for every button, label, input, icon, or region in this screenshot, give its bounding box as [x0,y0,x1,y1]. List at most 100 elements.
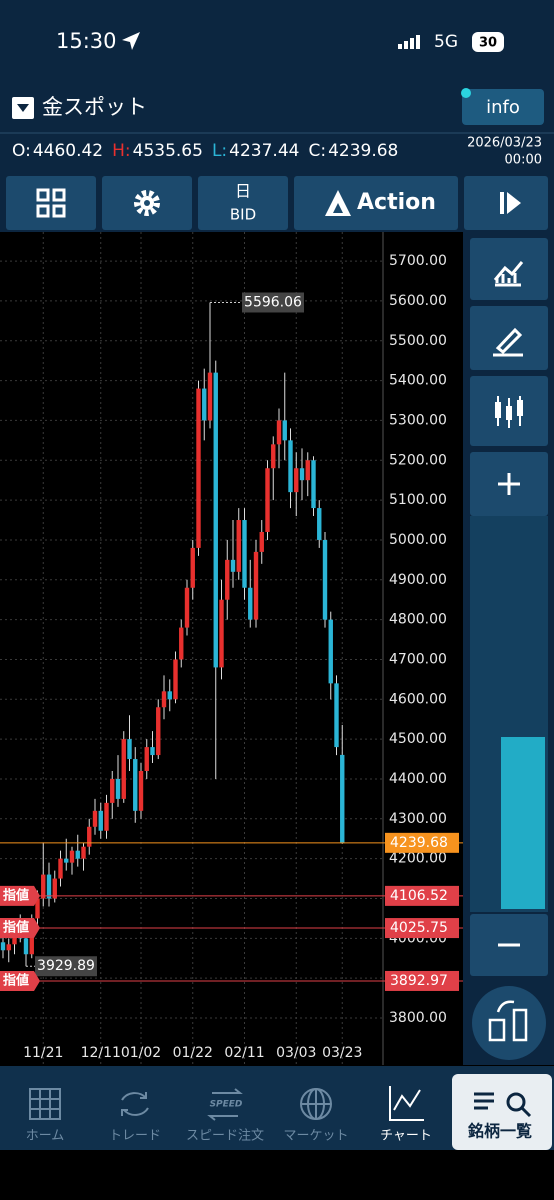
y-tick-label: 4500.00 [389,731,447,747]
candle-body [115,778,121,799]
annotation-box [242,292,304,313]
candle-body [253,551,259,620]
play-button[interactable] [464,176,548,230]
price-label-box [385,885,459,906]
x-tick-label: 01/22 [173,1045,213,1061]
candle-body [75,850,80,859]
annotation-box [35,956,97,977]
y-tick-label: 4300.00 [389,811,447,827]
location-icon [122,32,140,50]
ohlc-value: 4239.68 [328,141,398,161]
clock: 15:30 [56,29,117,53]
candle-body [282,420,287,441]
candle-body [196,388,201,548]
speed-icon [207,1088,243,1121]
search-handle [520,1106,532,1118]
y-tick-label: 5400.00 [389,373,447,389]
indicator-button[interactable] [470,238,548,300]
y-tick-label: 4800.00 [389,612,447,628]
chart: 3800.003900.004000.004100.004200.004300.… [0,232,463,1065]
candle-body [127,739,132,760]
candle-body [81,846,86,859]
search-icon [506,1092,526,1112]
order-tag: 指値 [3,920,29,936]
list-icon [474,1092,494,1110]
y-tick-label: 3800.00 [389,1010,447,1026]
y-tick-label: 5700.00 [389,253,447,269]
action-icon [325,190,351,216]
nav-label[interactable]: マーケット [283,1129,348,1144]
info-button[interactable] [462,89,544,125]
dropdown-arrow [17,104,29,112]
order-tag-box[interactable] [0,885,40,906]
nav-label[interactable]: トレード [109,1129,161,1144]
order-tag-box[interactable] [0,918,40,939]
layout-button[interactable] [6,176,96,230]
x-tick-label: 02/11 [224,1045,264,1061]
info-dot [461,88,471,98]
candle-body [311,460,316,509]
candle-body [133,759,138,811]
candle-body [242,520,247,588]
candle-body [213,372,218,668]
rotate-button[interactable] [472,986,546,1060]
candle-body [305,460,310,481]
action-button[interactable] [294,176,458,230]
candle-body [179,627,184,660]
action-label: Action [357,190,436,215]
indicator-icon [493,261,524,287]
gear-hole [144,200,150,206]
candle-body [225,559,230,600]
candle-body [294,468,299,493]
slider-thumb[interactable] [501,737,545,909]
symbol-list-label: 銘柄一覧 [468,1122,532,1141]
candle-body [150,747,155,756]
candle-body [219,599,224,668]
candle-body [328,619,333,684]
y-tick-label: 4600.00 [389,691,447,707]
candle-body [6,944,11,951]
candle-body [144,747,149,771]
candle-body [0,942,6,951]
candle-body [64,858,69,863]
y-tick-label: 5100.00 [389,492,447,508]
candle-body [202,388,207,421]
candle-body [110,778,115,803]
order-tag-box[interactable] [0,970,40,991]
info-label: info [486,97,520,118]
candle-body [167,691,172,700]
y-tick-label: 4700.00 [389,651,447,667]
candle-body [23,938,29,955]
ohlc-value: 4237.44 [229,141,299,161]
date: 2026/03/23 [467,136,542,151]
price-label-box [385,918,459,939]
rotate-icon [488,1000,528,1042]
ohlc-label: O: [12,141,31,161]
candle-body [276,420,282,445]
candle-body [334,683,339,748]
candle-body [265,468,270,532]
candle-body [288,440,293,493]
period-button[interactable] [198,176,288,230]
battery-level: 30 [479,36,497,51]
play-bar [500,192,504,214]
candle-body [161,691,167,708]
speed-text: SPEED [210,1100,243,1110]
nav-items: ホーム トレード スピード注文 マーケット チャート [26,1129,432,1144]
order-tag: 指値 [3,972,29,988]
price-type: BID [230,206,256,224]
nav-label[interactable]: チャート [380,1129,432,1144]
y-tick-label: 5600.00 [389,293,447,309]
chart-icon [389,1086,424,1121]
nav-label[interactable]: ホーム [26,1129,65,1144]
candle-body [271,444,276,469]
candle-body [156,707,161,756]
x-tick-label: 03/03 [276,1045,316,1061]
x-tick-label: 01/02 [121,1045,161,1061]
nav-label[interactable]: スピード注文 [186,1129,264,1144]
candle-body [92,810,98,827]
candle-body [69,850,75,863]
battery [472,32,504,52]
